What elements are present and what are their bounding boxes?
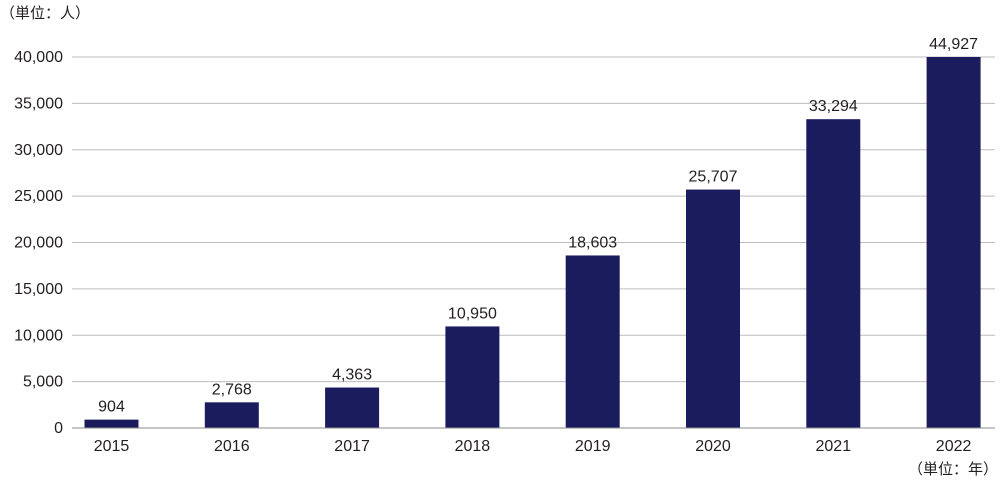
y-tick-label: 20,000 [14,235,63,252]
y-tick-label: 35,000 [14,95,63,112]
bar [445,326,500,428]
bar [926,57,981,428]
data-labels: 904 2,768 4,363 10,950 18,603 25,707 33,294 44,… [98,36,978,416]
bar [84,419,139,428]
y-tick-label: 10,000 [14,327,63,344]
data-label: 44,927 [929,36,978,53]
y-tick-label: 0 [54,420,63,437]
x-tick-label: 2017 [334,438,370,455]
data-label: 10,950 [448,305,497,322]
bar [686,189,740,428]
data-label: 2,768 [212,381,252,398]
y-tick-label: 25,000 [14,188,63,205]
data-label: 33,294 [809,98,858,115]
y-tick-label: 40,000 [14,49,63,66]
bar [204,402,259,428]
x-tick-label: 2015 [94,438,130,455]
bar [565,255,620,428]
x-tick-label: 2018 [455,438,491,455]
x-tick-label: 2020 [695,438,731,455]
y-tick-label: 30,000 [14,142,63,159]
data-label: 18,603 [568,234,617,251]
y-tick-label: 15,000 [14,281,63,298]
bar [806,119,861,428]
x-axis-unit-label: （単位：年） [908,461,998,478]
bar [325,387,380,428]
data-label: 4,363 [332,367,372,384]
bars [84,57,981,428]
x-tick-label: 2022 [936,438,972,455]
x-tick-label: 2016 [214,438,250,455]
x-tick-label: 2019 [575,438,611,455]
x-tick-label: 2021 [816,438,852,455]
gridlines [72,56,995,383]
data-label: 904 [98,399,125,416]
y-tick-label: 5,000 [23,374,63,391]
y-axis-unit-label: （単位：人） [0,5,90,22]
data-label: 25,707 [689,169,738,186]
x-axis-ticks: 2015 2016 2017 2018 2019 2020 2021 2022 [94,438,972,455]
y-axis-ticks: 0 5,000 10,000 15,000 20,000 25,000 30,000 35,0… [14,49,63,437]
